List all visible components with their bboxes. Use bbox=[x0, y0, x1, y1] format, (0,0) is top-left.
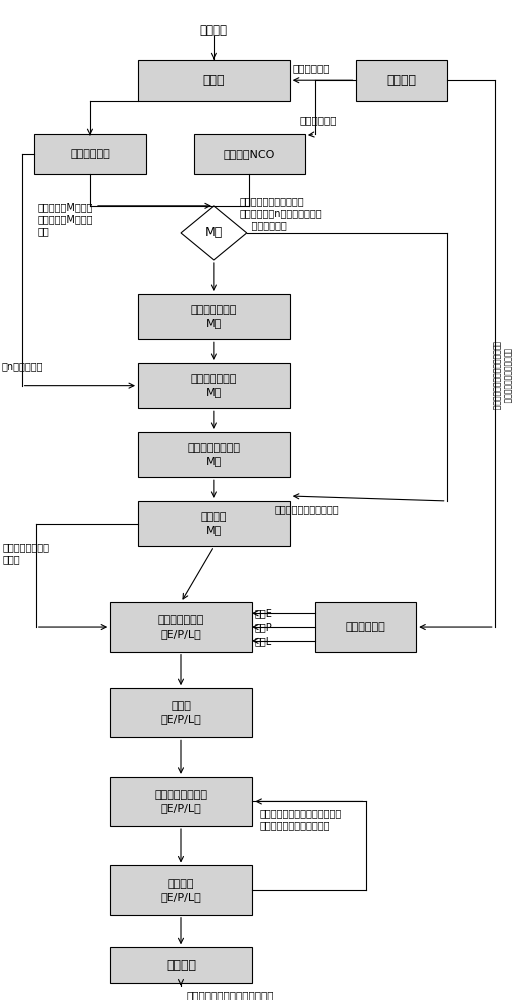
Text: 能量检测
M路: 能量检测 M路 bbox=[200, 512, 227, 535]
FancyBboxPatch shape bbox=[110, 602, 252, 652]
FancyBboxPatch shape bbox=[194, 134, 305, 174]
Text: 粗捕成功，启动频谱分析
将粗捕到的第n路延迟数据送到
    频谱分析模块: 粗捕成功，启动频谱分析 将粗捕到的第n路延迟数据送到 频谱分析模块 bbox=[239, 196, 322, 231]
Text: 数据档位指令: 数据档位指令 bbox=[300, 116, 337, 126]
Text: 粗捕失败，掷动多普勒仓；
粗捕成功，转发数据以及捕获信息: 粗捕失败，掷动多普勒仓； 粗捕成功，转发数据以及捕获信息 bbox=[491, 341, 511, 410]
Text: 捕获控制: 捕获控制 bbox=[386, 74, 416, 87]
Text: 滞后L: 滞后L bbox=[255, 636, 272, 646]
Text: 超前E: 超前E bbox=[255, 608, 273, 618]
Text: 捕获成功后，启动载波跟踪环路: 捕获成功后，启动载波跟踪环路 bbox=[186, 991, 273, 1000]
Text: 第n路延迟数据: 第n路延迟数据 bbox=[2, 361, 43, 371]
Text: 跨符号非相干积分
（E/P/L）: 跨符号非相干积分 （E/P/L） bbox=[155, 790, 208, 813]
Text: 频谱分析
（E/P/L）: 频谱分析 （E/P/L） bbox=[161, 879, 201, 902]
Text: 符号内相干积分
M路: 符号内相干积分 M路 bbox=[191, 305, 237, 328]
FancyBboxPatch shape bbox=[138, 363, 290, 408]
FancyBboxPatch shape bbox=[138, 432, 290, 477]
Text: 去符号
（E/P/L）: 去符号 （E/P/L） bbox=[161, 701, 201, 724]
Text: 符号内相干积分
（E/P/L）: 符号内相干积分 （E/P/L） bbox=[158, 615, 204, 639]
FancyBboxPatch shape bbox=[138, 501, 290, 546]
Text: 接收数据: 接收数据 bbox=[200, 24, 228, 37]
Text: 数据移位缓存: 数据移位缓存 bbox=[70, 149, 110, 159]
Text: 跨符号相干积分
M路: 跨符号相干积分 M路 bbox=[191, 374, 237, 397]
Text: 粗捕成功，启动伪码跟踪: 粗捕成功，启动伪码跟踪 bbox=[274, 504, 339, 514]
Text: 本地伪码NCO: 本地伪码NCO bbox=[224, 149, 275, 159]
Text: 伪码跟踪环路: 伪码跟踪环路 bbox=[346, 622, 386, 632]
FancyBboxPatch shape bbox=[138, 294, 290, 339]
Text: 第一次检测成功，启动非相干积
分，进一步提高估计精确度: 第一次检测成功，启动非相干积 分，进一步提高估计精确度 bbox=[260, 808, 342, 830]
FancyBboxPatch shape bbox=[315, 602, 416, 652]
FancyBboxPatch shape bbox=[110, 947, 252, 983]
Text: 粗捕成功，启动频
谱分析: 粗捕成功，启动频 谱分析 bbox=[3, 542, 49, 564]
Text: 跨符号非相干积分
M路: 跨符号非相干积分 M路 bbox=[188, 443, 241, 466]
Text: 将数据延迟M路，进
行伪码相位M路并行
搜索: 将数据延迟M路，进 行伪码相位M路并行 搜索 bbox=[38, 202, 94, 237]
FancyBboxPatch shape bbox=[356, 60, 447, 101]
Text: 下变频: 下变频 bbox=[203, 74, 225, 87]
Text: 峰值检测: 峰值检测 bbox=[166, 959, 196, 972]
FancyBboxPatch shape bbox=[110, 777, 252, 826]
Text: 掷动多普勒仓: 掷动多普勒仓 bbox=[292, 63, 330, 73]
Text: M路: M路 bbox=[205, 226, 223, 239]
FancyBboxPatch shape bbox=[138, 60, 290, 101]
FancyBboxPatch shape bbox=[110, 865, 252, 915]
FancyBboxPatch shape bbox=[34, 134, 145, 174]
FancyBboxPatch shape bbox=[110, 688, 252, 737]
Polygon shape bbox=[181, 206, 247, 260]
Text: 及时P: 及时P bbox=[255, 622, 272, 632]
